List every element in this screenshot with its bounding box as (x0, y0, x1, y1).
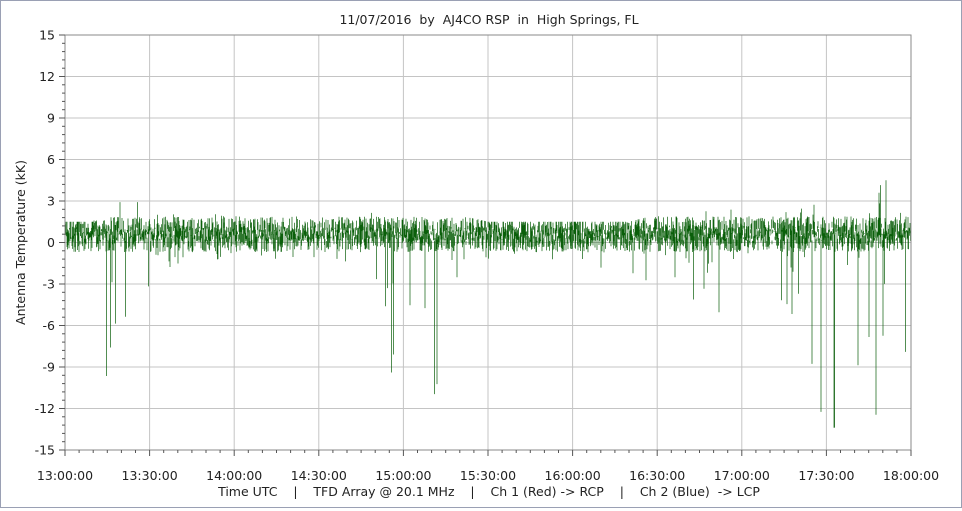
x-tick-label: 16:00:00 (545, 468, 601, 483)
x-tick-label: 18:00:00 (883, 468, 939, 483)
axis-ticks (59, 34, 912, 456)
x-tick-label: 14:30:00 (291, 468, 347, 483)
y-tick-label: -15 (35, 443, 55, 458)
x-tick-label: 13:00:00 (37, 468, 93, 483)
x-tick-label: 15:30:00 (460, 468, 516, 483)
y-tick-label: -12 (35, 401, 55, 416)
y-axis-label: Antenna Temperature (kK) (13, 160, 28, 325)
x-tick-labels: 13:00:00 13:30:00 14:00:00 14:30:00 15:00:00… (37, 468, 939, 483)
y-tick-label: 15 (39, 28, 55, 43)
y-tick-label: 9 (47, 111, 55, 126)
x-tick-label: 16:30:00 (629, 468, 685, 483)
y-tick-label: 12 (39, 69, 55, 84)
chart-title: 11/07/2016 by AJ4CO RSP in High Springs,… (339, 12, 638, 27)
x-tick-label: 15:00:00 (375, 468, 431, 483)
y-tick-label: -6 (43, 318, 56, 333)
y-tick-labels: 15 12 9 6 3 0 -3 -6 -9 -12 -15 (35, 28, 55, 458)
x-tick-label: 14:00:00 (206, 468, 262, 483)
x-tick-label: 17:00:00 (714, 468, 770, 483)
y-tick-label: 6 (47, 152, 55, 167)
x-tick-label: 13:30:00 (122, 468, 178, 483)
x-tick-label: 17:30:00 (798, 468, 854, 483)
y-tick-label: 0 (47, 235, 55, 250)
y-tick-label: 3 (47, 194, 55, 209)
y-tick-label: -3 (43, 277, 55, 292)
y-tick-label: -9 (43, 360, 56, 375)
x-axis-label: Time UTC | TFD Array @ 20.1 MHz | Ch 1 (… (217, 484, 760, 499)
